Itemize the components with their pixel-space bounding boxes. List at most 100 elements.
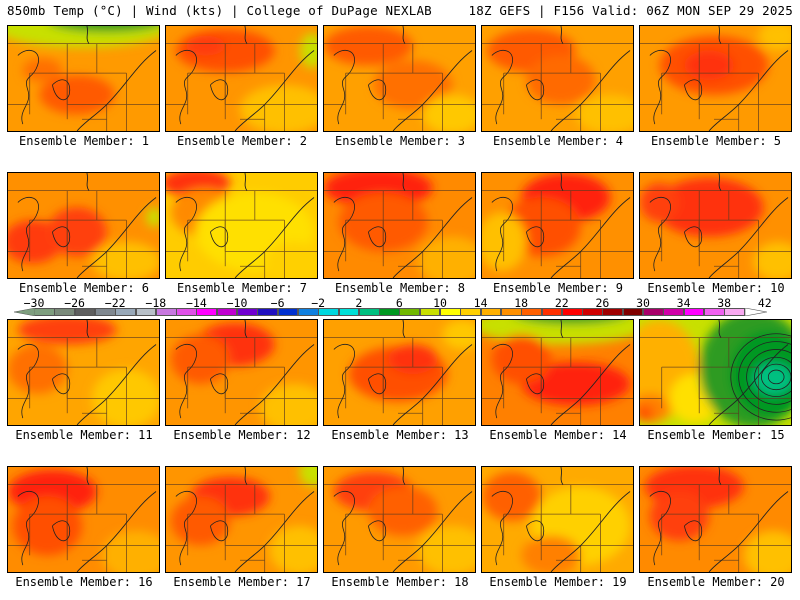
river-lines xyxy=(392,26,473,131)
temperature-contour-region xyxy=(743,530,791,572)
contour-lines xyxy=(491,49,545,125)
contour-lines xyxy=(333,490,387,566)
colorbar-tick-label: −2 xyxy=(311,296,326,310)
temperature-contour-region xyxy=(269,525,317,572)
contour-lines xyxy=(175,490,229,566)
temperature-contour-region xyxy=(640,405,653,422)
colorbar-tick-label: 30 xyxy=(636,296,650,310)
river-lines xyxy=(550,173,631,278)
state-boundaries xyxy=(166,43,317,131)
ensemble-member-label: Ensemble Member: 16 xyxy=(15,575,153,589)
temperature-contour-region xyxy=(753,241,791,278)
ensemble-member-label: Ensemble Member: 5 xyxy=(650,134,782,148)
ensemble-member-label: Ensemble Member: 13 xyxy=(331,428,469,442)
river-lines xyxy=(392,320,473,425)
ensemble-member-map-1 xyxy=(7,25,160,132)
colorbar-swatch xyxy=(115,308,136,316)
ensemble-member-label: Ensemble Member: 18 xyxy=(331,575,469,589)
temperature-contour-region xyxy=(185,35,226,56)
colorbar-tick-label: 2 xyxy=(355,296,363,310)
river-lines xyxy=(76,467,157,572)
ensemble-member-map-15 xyxy=(639,319,792,426)
colorbar-tick-label: −30 xyxy=(23,296,45,310)
ensemble-member-label: Ensemble Member: 6 xyxy=(18,281,150,295)
colorbar-swatch xyxy=(318,308,339,316)
temperature-field-15 xyxy=(640,320,791,425)
ensemble-member-map-13 xyxy=(323,319,476,426)
river-lines xyxy=(234,320,315,425)
ensemble-member-label: Ensemble Member: 17 xyxy=(173,575,311,589)
ensemble-member-label: Ensemble Member: 7 xyxy=(176,281,308,295)
temperature-contour-region xyxy=(417,236,475,278)
temperature-contour-region xyxy=(91,241,159,278)
river-lines xyxy=(550,320,631,425)
temperature-contour-region xyxy=(575,94,633,131)
contour-lines xyxy=(491,490,545,566)
ensemble-member-label: Ensemble Member: 12 xyxy=(173,428,311,442)
river-lines xyxy=(708,320,789,425)
header-run-valid: 18Z GEFS | F156 Valid: 06Z MON SEP 29 20… xyxy=(468,3,793,18)
colorbar-tick-label: −10 xyxy=(226,296,248,310)
temperature-contour-region xyxy=(47,207,107,257)
contour-lines xyxy=(175,196,229,272)
river-lines xyxy=(392,173,473,278)
ensemble-member-label: Ensemble Member: 1 xyxy=(18,134,150,148)
temperature-field-8 xyxy=(324,173,475,278)
temperature-contour-region xyxy=(146,207,159,227)
temperature-contour-region xyxy=(526,320,615,324)
temperature-field-20 xyxy=(640,467,791,572)
temperature-contour-region xyxy=(101,530,159,572)
temperature-field-2 xyxy=(166,26,317,131)
state-boundaries xyxy=(8,43,159,131)
temperature-field-7 xyxy=(166,173,317,278)
river-lines xyxy=(76,26,157,131)
river-lines xyxy=(550,467,631,572)
temperature-field-3 xyxy=(324,26,475,131)
river-lines xyxy=(234,467,315,572)
temperature-contour-region xyxy=(684,50,734,80)
ensemble-member-map-10 xyxy=(639,172,792,279)
colorbar-swatch xyxy=(419,308,441,316)
ensemble-member-label: Ensemble Member: 9 xyxy=(492,281,624,295)
contour-lines xyxy=(649,490,703,566)
colorbar-tick-label: 18 xyxy=(514,296,529,310)
temperature-field-14 xyxy=(482,320,633,425)
temperature-field-1 xyxy=(8,26,159,131)
temperature-contour-region xyxy=(422,94,475,131)
header-title-left: 850mb Temp (°C) | Wind (kts) | College o… xyxy=(7,3,432,18)
temperature-contour-region xyxy=(368,486,438,536)
contour-lines xyxy=(333,49,387,125)
river-lines xyxy=(550,26,631,131)
ensemble-member-map-9 xyxy=(481,172,634,279)
ensemble-member-label: Ensemble Member: 19 xyxy=(489,575,627,589)
temperature-contour-region xyxy=(8,344,68,394)
colorbar-tick-label: −18 xyxy=(145,296,167,310)
ensemble-member-label: Ensemble Member: 15 xyxy=(647,428,785,442)
temperature-field-19 xyxy=(482,467,633,572)
temperature-contour-region xyxy=(324,26,413,66)
contour-lines xyxy=(333,343,387,419)
colorbar-high-arrow xyxy=(744,308,767,316)
contour-lines xyxy=(17,196,71,272)
river-lines xyxy=(708,467,789,572)
temperature-contour-region xyxy=(654,177,764,237)
ensemble-member-map-19 xyxy=(481,466,634,573)
temperature-contour-region xyxy=(373,60,453,110)
temperature-field-5 xyxy=(640,26,791,131)
temperature-field-17 xyxy=(166,467,317,572)
colorbar-swatch xyxy=(521,308,542,316)
temperature-field-13 xyxy=(324,320,475,425)
ensemble-member-map-14 xyxy=(481,319,634,426)
temperature-contour-region xyxy=(649,491,710,541)
colorbar-tick-label: 38 xyxy=(717,296,732,310)
temperature-field-10 xyxy=(640,173,791,278)
state-boundaries xyxy=(482,484,633,572)
ensemble-member-map-11 xyxy=(7,319,160,426)
temperature-contour-region xyxy=(39,75,115,115)
contour-lines xyxy=(649,196,703,272)
colorbar-tick-label: 22 xyxy=(554,296,569,310)
contour-lines xyxy=(17,49,71,125)
colorbar-tick-label: −14 xyxy=(186,296,207,310)
ensemble-member-label: Ensemble Member: 4 xyxy=(492,134,624,148)
colorbar-swatch xyxy=(216,308,238,316)
